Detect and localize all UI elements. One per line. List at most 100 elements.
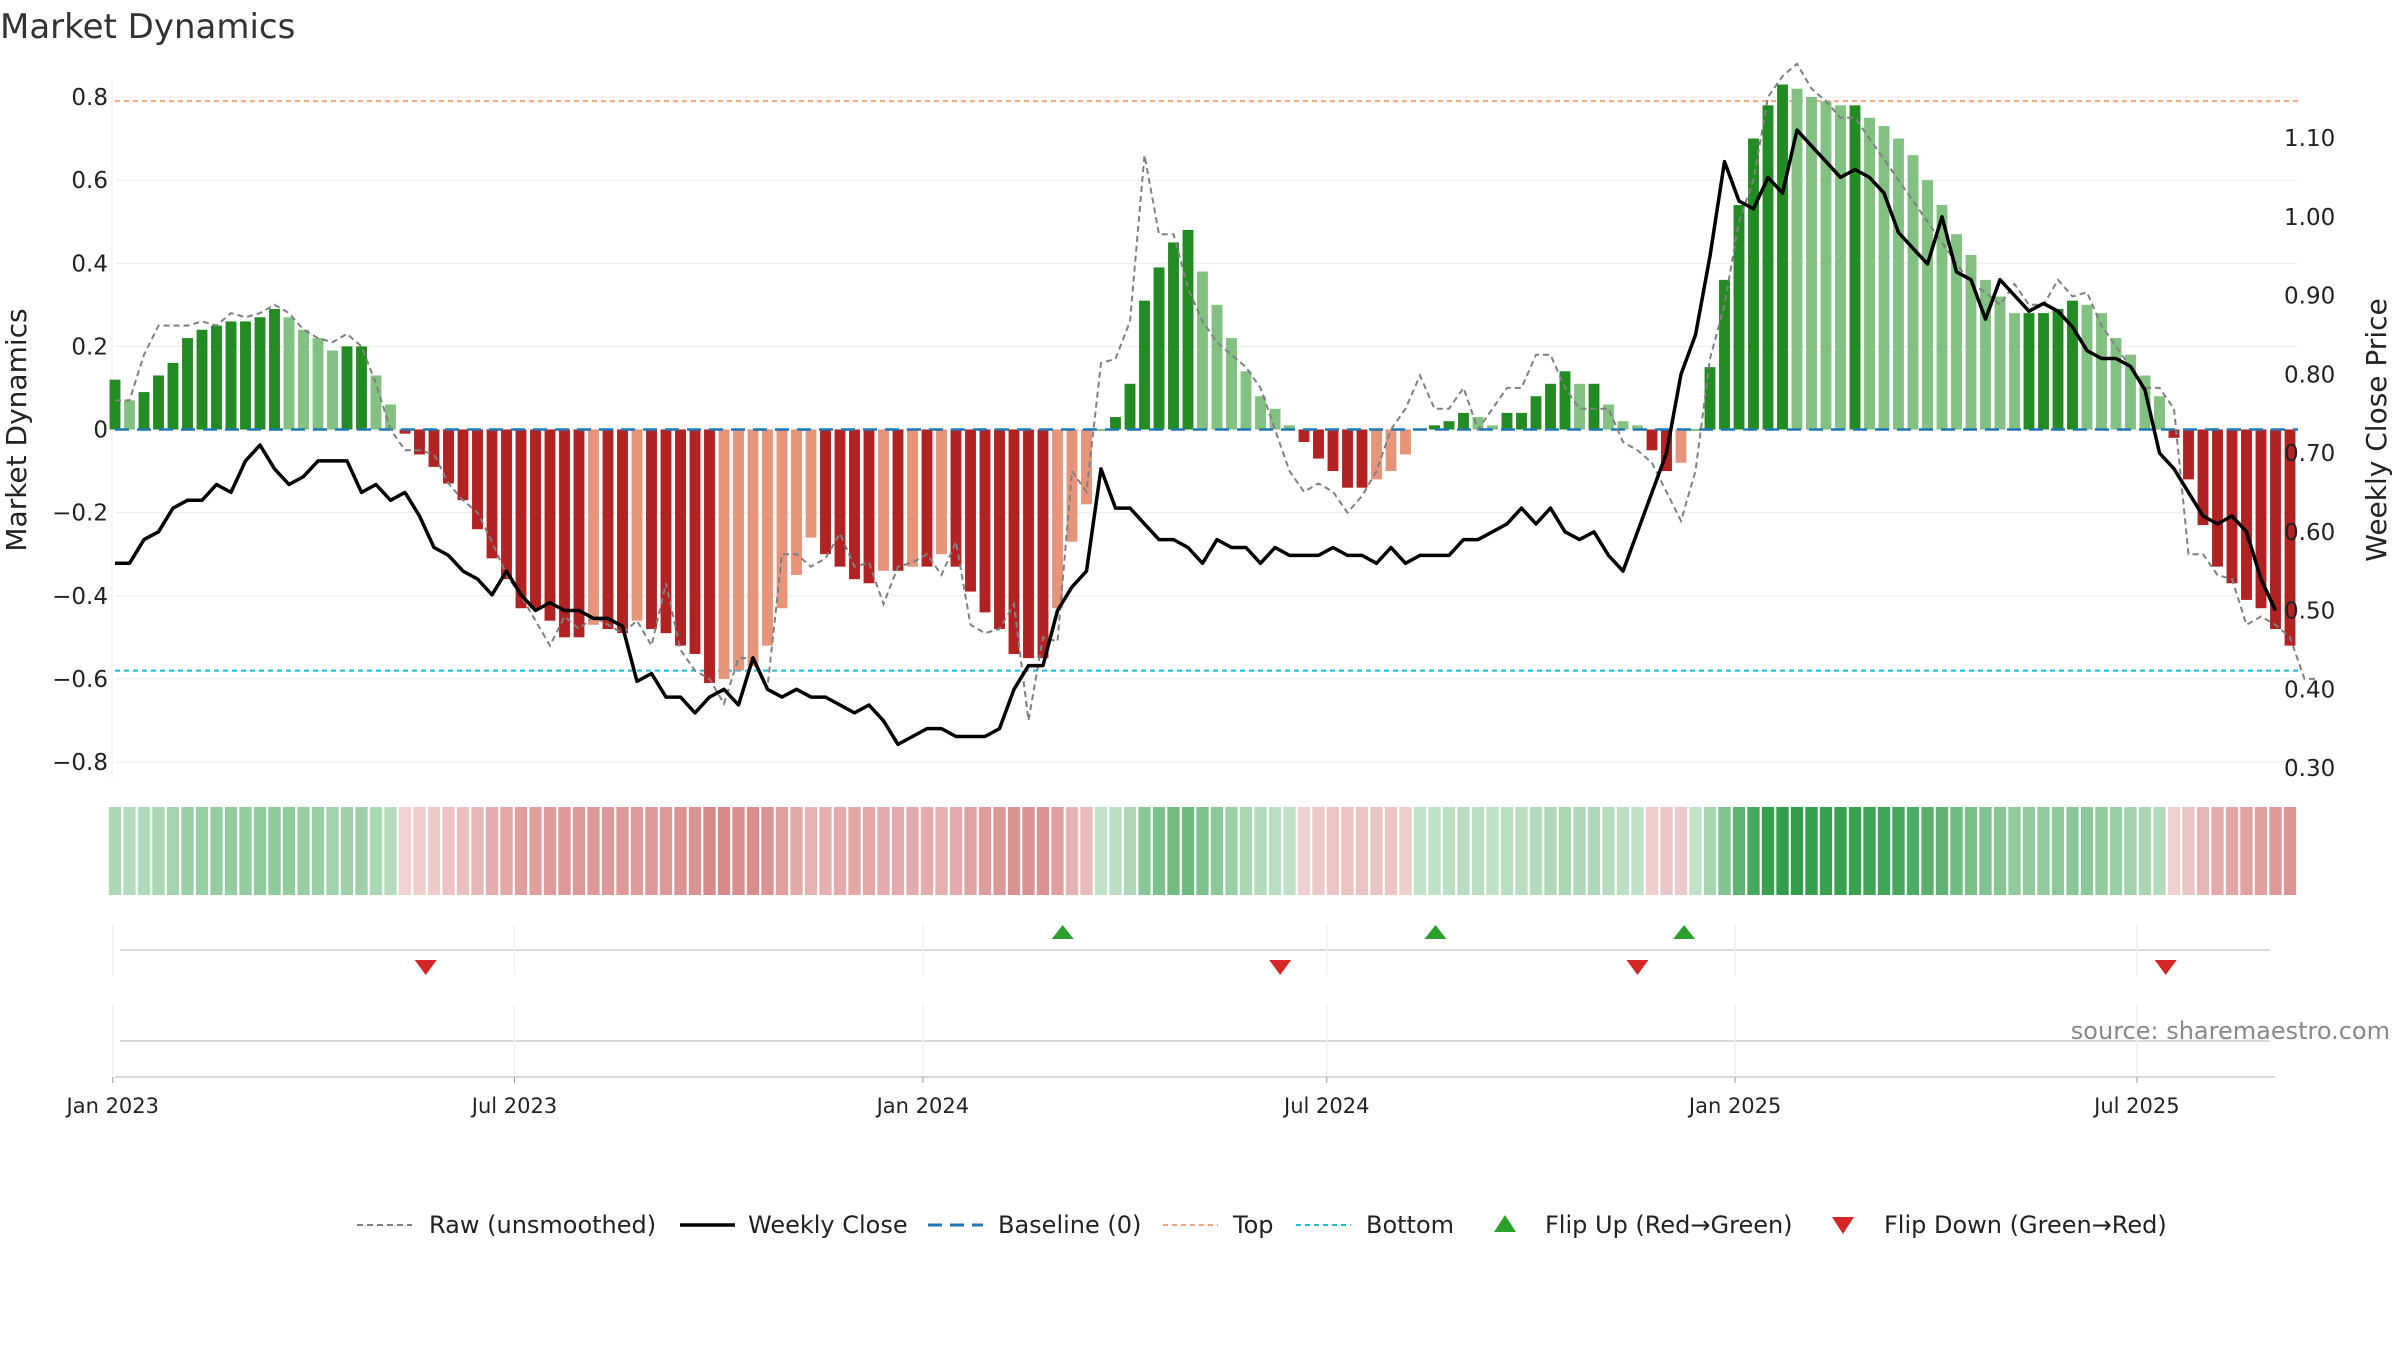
dynamics-bar xyxy=(1849,105,1861,430)
regime-heat-strip xyxy=(108,807,2297,895)
dynamics-bar xyxy=(1748,138,1759,430)
dynamics-bar xyxy=(399,429,411,434)
dynamics-bar xyxy=(356,346,367,430)
dynamics-bar xyxy=(791,429,802,575)
heat-cell xyxy=(2066,807,2079,895)
heat-cell xyxy=(920,807,934,895)
heat-cell xyxy=(703,807,716,895)
dynamics-bar xyxy=(1472,417,1484,430)
heat-cell xyxy=(746,807,760,895)
dynamics-bar xyxy=(1936,205,1948,430)
dynamics-bar xyxy=(1545,383,1556,430)
right-axis-title: Weekly Close Price xyxy=(2360,298,2393,561)
flip-down-marker xyxy=(1626,960,1649,975)
dynamics-bar xyxy=(1385,429,1397,472)
heat-cell xyxy=(1993,807,2007,895)
dynamics-bar xyxy=(2226,429,2238,584)
dynamics-bar xyxy=(457,429,469,501)
dynamics-bar xyxy=(530,429,541,609)
heat-cell xyxy=(1660,807,1673,895)
dynamics-bar xyxy=(312,338,324,430)
legend-label: Flip Up (Red→Green) xyxy=(1545,1211,1793,1239)
dynamics-bar xyxy=(1298,429,1310,442)
heat-cell xyxy=(1747,807,1760,895)
heat-cell xyxy=(2211,807,2224,895)
heat-cell xyxy=(775,807,789,895)
dynamics-bar xyxy=(689,429,701,654)
dynamics-bar xyxy=(2168,429,2180,438)
dynamics-bar xyxy=(1516,412,1527,430)
dynamics-bar xyxy=(2284,429,2296,646)
heat-cell xyxy=(1239,807,1253,895)
heat-cell xyxy=(123,807,136,895)
heat-cell xyxy=(1834,807,1847,895)
dynamics-bar xyxy=(950,429,962,567)
legend-label: Baseline (0) xyxy=(998,1211,1141,1239)
heat-cell xyxy=(688,807,702,895)
heat-cell xyxy=(268,807,281,895)
dynamics-bar xyxy=(1226,338,1237,430)
dynamics-bar xyxy=(1037,429,1049,659)
dynamics-bar xyxy=(863,429,875,584)
heat-cell xyxy=(413,807,426,895)
heat-cell xyxy=(1051,807,1064,895)
heat-cell xyxy=(137,807,151,895)
dynamics-bar xyxy=(501,429,512,580)
dynamics-bar xyxy=(2067,300,2078,430)
heat-cell xyxy=(1500,807,1514,895)
dynamics-bar xyxy=(1327,429,1339,472)
dynamics-bar xyxy=(1487,425,1498,430)
dynamics-bar xyxy=(1907,155,1919,430)
dynamics-bar xyxy=(892,429,904,571)
heat-cell xyxy=(1370,807,1383,895)
dynamics-bar xyxy=(1719,279,1730,430)
x-axis-ticks: Jan 2023 Jul 2023 Jan 2024 Jul 2024 Jan 2025… xyxy=(65,1077,2180,1118)
dynamics-bar xyxy=(1632,425,1643,430)
dynamics-bar xyxy=(1994,296,2006,430)
heat-cell xyxy=(456,807,470,895)
flip-up-marker xyxy=(1051,925,1074,939)
heat-cell xyxy=(1471,807,1485,895)
dynamics-bar xyxy=(834,429,846,567)
dynamics-bar xyxy=(515,429,527,609)
left-tick-label: 0.8 xyxy=(71,85,108,111)
dynamics-bar xyxy=(1733,205,1745,430)
left-tick-label: −0.4 xyxy=(52,584,108,610)
right-tick-label: 0.30 xyxy=(2284,756,2335,782)
heat-cell xyxy=(1689,807,1702,895)
dynamics-bar xyxy=(907,429,918,567)
heat-cell xyxy=(645,807,658,895)
dynamics-bar xyxy=(733,429,744,671)
heat-cell xyxy=(877,807,890,895)
dynamics-bar xyxy=(994,429,1005,629)
dynamics-bar xyxy=(2052,308,2064,430)
dynamics-bar xyxy=(2212,429,2223,567)
left-tick-label: 0 xyxy=(93,418,108,444)
heat-cell xyxy=(369,807,383,895)
heat-cell xyxy=(1152,807,1166,895)
dynamics-bar xyxy=(646,429,657,629)
dynamics-bar xyxy=(370,375,382,430)
dynamics-bar xyxy=(167,363,179,430)
dynamics-bar xyxy=(2197,429,2209,526)
dynamics-bar xyxy=(544,429,556,621)
right-tick-label: 0.50 xyxy=(2284,599,2335,625)
legend-swatch xyxy=(1494,1215,1516,1232)
dynamics-bar xyxy=(675,429,686,646)
dynamics-bar xyxy=(921,429,933,567)
dynamics-bar xyxy=(341,346,353,430)
dynamics-bar xyxy=(588,429,599,625)
heat-cell xyxy=(1181,807,1195,895)
legend-label: Raw (unsmoothed) xyxy=(429,1211,656,1239)
heat-cell xyxy=(2153,807,2166,895)
heat-cell xyxy=(1558,807,1572,895)
legend-item: Baseline (0) xyxy=(928,1211,1141,1239)
heat-cell xyxy=(949,807,963,895)
heat-cell xyxy=(195,807,209,895)
heat-cell xyxy=(1631,807,1644,895)
dynamics-bar xyxy=(1675,429,1687,463)
dynamics-bar xyxy=(1559,371,1571,430)
heat-cell xyxy=(659,807,673,895)
dynamics-bar xyxy=(1820,101,1832,430)
heat-cell xyxy=(1979,807,1992,895)
